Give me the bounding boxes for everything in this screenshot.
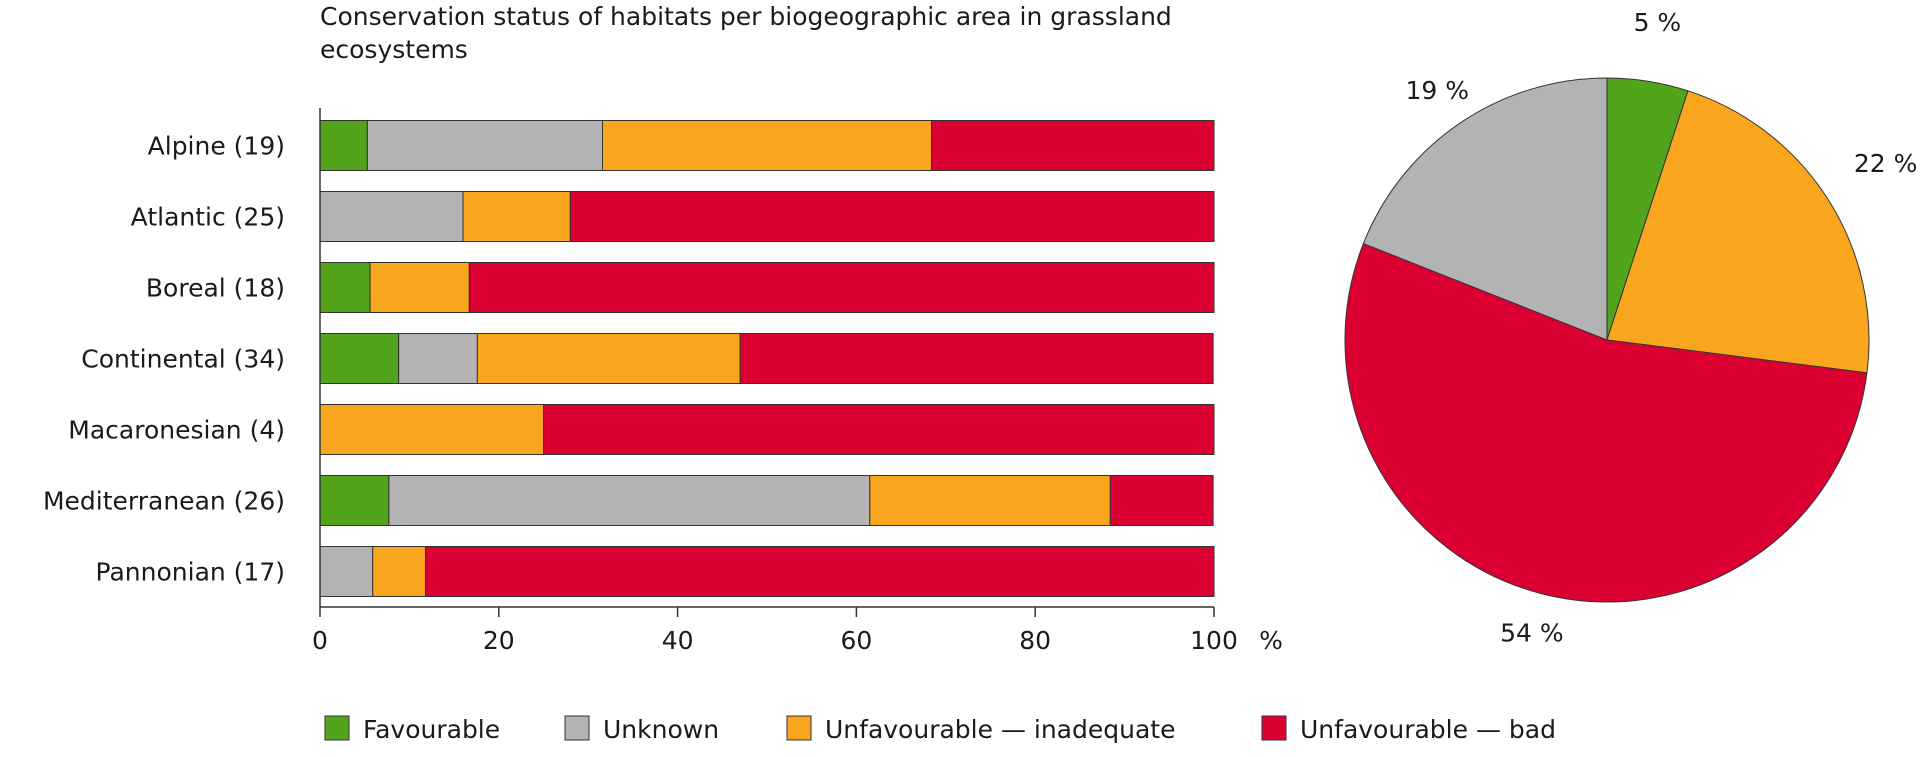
bar-segment-unknown (388, 475, 871, 526)
category-label: Mediterranean (26) (43, 487, 285, 516)
bar-segment-unfavourable-bad (739, 333, 1214, 384)
bar-segment-favourable (319, 262, 371, 313)
legend-swatch (564, 715, 590, 741)
bar-segment-unknown (319, 191, 464, 242)
bar-segment-favourable (319, 333, 400, 384)
legend-swatch (786, 715, 812, 741)
x-axis-unit-label: % (1259, 626, 1283, 655)
legend: Favourable Unknown Unfavourable — inadequa… (324, 715, 1556, 744)
x-tick-label: 0 (312, 626, 328, 655)
legend-swatch (324, 715, 350, 741)
legend-item-label: Favourable (363, 715, 500, 744)
legend-item-label: Unfavourable — inadequate (825, 715, 1175, 744)
legend-item-label: Unfavourable — bad (1300, 715, 1556, 744)
bar-segment-unfavourable-inadequate (476, 333, 741, 384)
bar-segment-unfavourable-inadequate (372, 546, 426, 597)
x-tick-label: 100 (1190, 626, 1238, 655)
x-tick-label: 60 (840, 626, 872, 655)
bar-segment-unfavourable-inadequate (369, 262, 470, 313)
y-axis: Alpine (19) Atlantic (25) Boreal (18) Conti… (43, 108, 321, 607)
bar-segment-unfavourable-inadequate (602, 120, 932, 171)
bar-segment-unfavourable-bad (930, 120, 1215, 171)
bar-segment-unfavourable-inadequate (869, 475, 1111, 526)
category-label: Atlantic (25) (131, 203, 285, 232)
category-label: Alpine (19) (148, 132, 285, 161)
pie-slice (1362, 77, 1608, 341)
bar-segment-unfavourable-bad (1109, 475, 1214, 526)
bar-segment-unknown (398, 333, 478, 384)
chart-title: Conservation status of habitats per biog… (320, 2, 1172, 64)
pie-chart: 5 % 22 % 54 % 19 % (1344, 8, 1918, 648)
pie-slice-label: 19 % (1405, 76, 1469, 105)
bar-segment-unfavourable-inadequate (319, 404, 544, 455)
bar-segment-unknown (366, 120, 604, 171)
stacked-bar-chart (319, 120, 1215, 597)
bar-segment-unknown (319, 546, 374, 597)
x-tick-label: 20 (483, 626, 515, 655)
bar-segment-unfavourable-bad (468, 262, 1215, 313)
bar-segment-unfavourable-bad (424, 546, 1215, 597)
pie-slice (1344, 242, 1868, 603)
category-label: Macaronesian (4) (68, 416, 285, 445)
x-tick-label: 40 (662, 626, 694, 655)
category-label: Continental (34) (81, 345, 285, 374)
legend-item-label: Unknown (603, 715, 719, 744)
bar-segment-favourable (319, 120, 368, 171)
pie-slice (1606, 90, 1870, 374)
pie-slice-label: 22 % (1854, 149, 1918, 178)
bar-segment-unfavourable-bad (543, 404, 1215, 455)
bar-segment-unfavourable-bad (569, 191, 1215, 242)
legend-swatch (1261, 715, 1287, 741)
x-axis: 0 20 40 60 80 100% (312, 606, 1283, 655)
category-label: Pannonian (17) (96, 558, 285, 587)
pie-slice-label: 5 % (1634, 8, 1682, 37)
bar-segment-unfavourable-inadequate (462, 191, 571, 242)
bar-segment-favourable (319, 475, 390, 526)
x-tick-label: 80 (1019, 626, 1051, 655)
pie-slice-label: 54 % (1500, 619, 1564, 648)
category-label: Boreal (18) (146, 274, 285, 303)
